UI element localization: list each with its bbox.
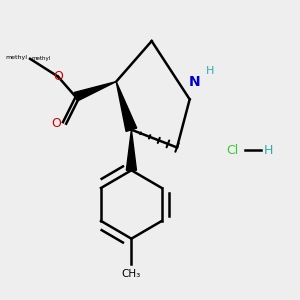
Text: O: O (53, 70, 63, 83)
Text: Cl: Cl (226, 143, 239, 157)
Polygon shape (126, 130, 136, 170)
Polygon shape (116, 82, 137, 131)
Polygon shape (74, 82, 116, 101)
Text: methyl: methyl (5, 55, 28, 60)
Text: N: N (189, 75, 200, 88)
Text: H: H (263, 143, 273, 157)
Text: CH₃: CH₃ (122, 269, 141, 279)
Text: H: H (206, 67, 214, 76)
Text: O: O (51, 117, 61, 130)
Text: methyl: methyl (31, 56, 51, 61)
